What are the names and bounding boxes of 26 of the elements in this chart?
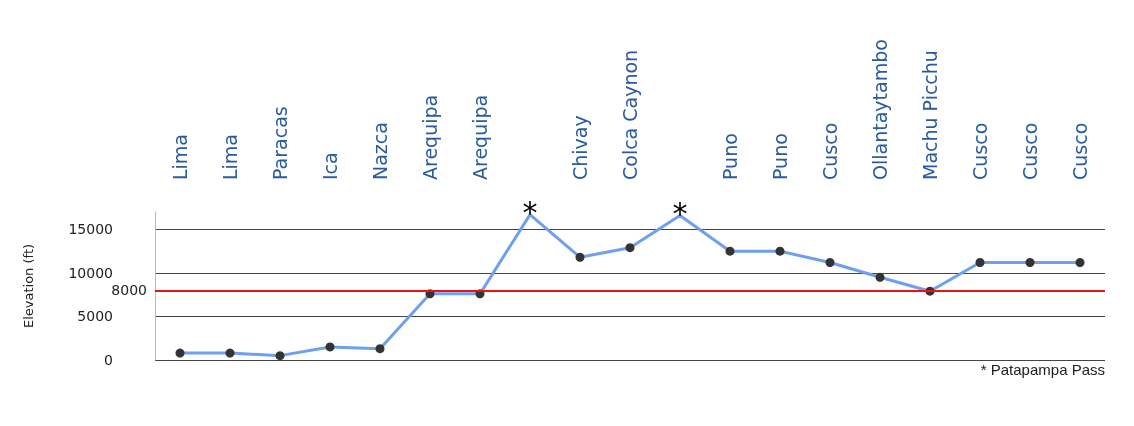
x-tick-label: Puno	[719, 133, 741, 180]
x-tick-label: Puno	[769, 133, 791, 180]
x-tick-label: Lima	[169, 133, 191, 180]
x-tick-label: Paracas	[269, 106, 291, 180]
x-tick-label: Cusco	[1019, 122, 1041, 180]
x-tick-label: Ica	[319, 152, 341, 180]
x-tick-label: Arequipa	[419, 94, 441, 180]
x-tick-label: Arequipa	[469, 94, 491, 180]
x-tick-label: Machu Picchu	[919, 50, 941, 180]
x-tick-label: Ollantaytambo	[869, 39, 891, 180]
x-tick-label: Colca Caynon	[619, 49, 641, 180]
x-tick-label: Cusco	[819, 122, 841, 180]
annotation: *	[522, 195, 538, 231]
annotation: *	[672, 195, 688, 231]
text: * Patapampa Pass	[980, 361, 1106, 378]
x-tick-label: Lima	[219, 133, 241, 180]
ref-line-label: 8000	[111, 282, 147, 299]
y-tick-label: 0	[104, 352, 113, 368]
y-axis-title: Elevation (ft)	[21, 243, 36, 329]
x-tick-label: Cusco	[969, 122, 991, 180]
y-tick-label: 5000	[77, 308, 113, 325]
x-tick-label: Chivay	[569, 115, 591, 180]
y-tick-label: 10000	[68, 264, 113, 281]
x-tick-label: Nazca	[369, 122, 391, 180]
y-tick-label: 15000	[68, 221, 113, 238]
x-tick-label: Cusco	[1069, 122, 1091, 180]
